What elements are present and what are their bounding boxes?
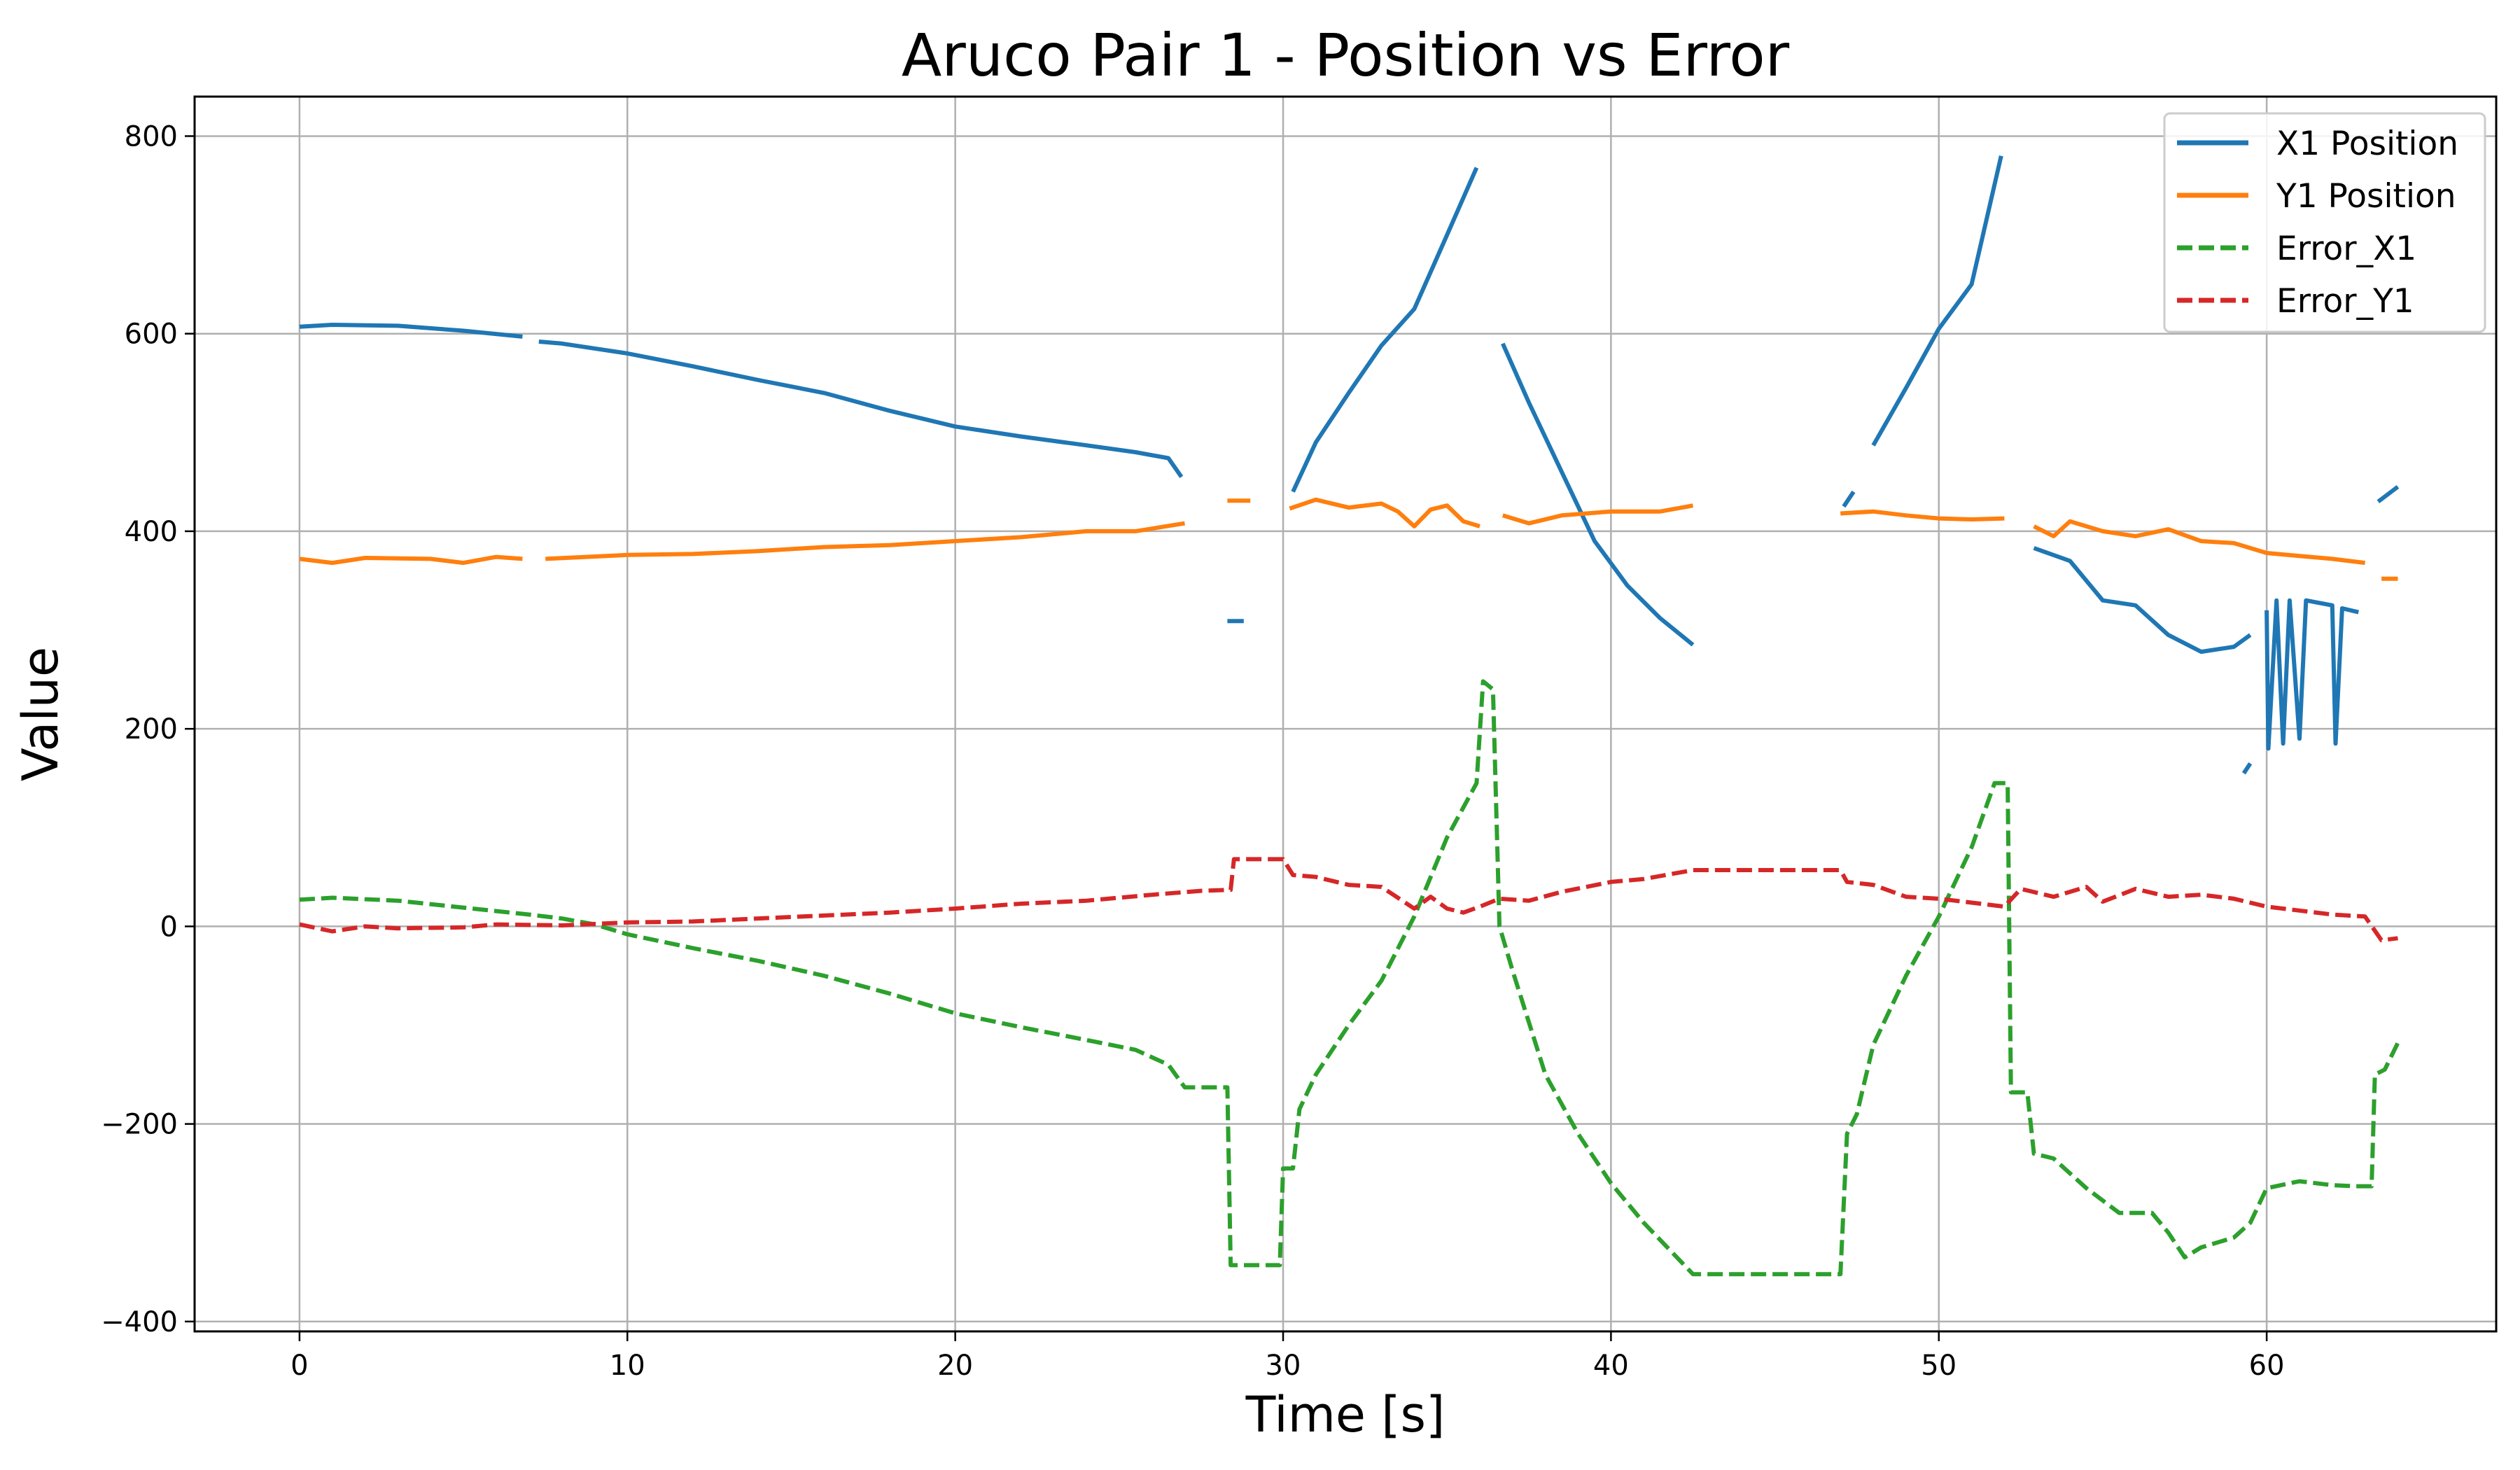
- series-line-segment: [299, 857, 2398, 943]
- series-line-segment: [2264, 598, 2359, 751]
- series-line-segment: [1501, 342, 1695, 647]
- y-tick-label: 600: [125, 318, 178, 351]
- series-error-x1: [299, 679, 2400, 1277]
- series-error-y1: [299, 857, 2398, 943]
- x-axis-ticks: 0 10 20 30 40 50 60: [290, 1331, 2285, 1382]
- x-tick-label: 0: [290, 1350, 308, 1382]
- series-line-segment: [1840, 509, 2005, 522]
- grid-lines: [195, 97, 2496, 1331]
- legend-label: Error_Y1: [2276, 282, 2414, 321]
- plot-series: [299, 155, 2400, 1277]
- y-axis-label: Value: [12, 647, 69, 781]
- y-tick-label: 800: [125, 120, 178, 153]
- legend: X1 Position Y1 Position Error_X1 Error_Y1: [2163, 112, 2486, 333]
- x-tick-label: 30: [1266, 1350, 1301, 1382]
- y-axis-ticks: −400 −200 0 200 400 600 800: [101, 120, 195, 1338]
- x-tick-label: 10: [610, 1350, 645, 1382]
- legend-label: Y1 Position: [2276, 177, 2456, 216]
- series-y1-position: [299, 497, 2398, 581]
- series-line-segment: [1291, 167, 1479, 493]
- series-line-segment: [1502, 503, 1694, 526]
- series-line-segment: [2033, 546, 2252, 654]
- y-tick-label: 200: [125, 713, 178, 746]
- chart-title: Aruco Pair 1 - Position vs Error: [902, 21, 1790, 90]
- legend-label: Error_X1: [2276, 230, 2416, 268]
- x-tick-label: 20: [937, 1350, 973, 1382]
- series-line-segment: [2376, 485, 2400, 503]
- y-tick-label: −200: [101, 1109, 178, 1141]
- x-tick-label: 50: [1921, 1350, 1956, 1382]
- series-line-segment: [2033, 519, 2365, 566]
- x-tick-label: 40: [1593, 1350, 1629, 1382]
- series-line-segment: [2241, 762, 2253, 775]
- y-tick-label: 0: [160, 911, 178, 943]
- series-x1-position: [299, 155, 2400, 775]
- legend-box: [2163, 112, 2486, 333]
- series-line-segment: [1842, 490, 1856, 508]
- x-tick-label: 60: [2249, 1350, 2285, 1382]
- series-line-segment: [1871, 155, 2003, 447]
- series-line-segment: [545, 521, 1185, 561]
- legend-label: X1 Position: [2276, 125, 2458, 163]
- series-line-segment: [299, 323, 523, 339]
- series-line-segment: [1289, 497, 1480, 528]
- series-line-segment: [299, 679, 2400, 1277]
- series-line-segment: [538, 340, 1184, 479]
- series-line-segment: [299, 554, 523, 566]
- y-tick-label: 400: [125, 516, 178, 548]
- y-tick-label: −400: [101, 1306, 178, 1338]
- x-axis-label: Time [s]: [1245, 1386, 1446, 1443]
- plot-frame: [193, 95, 2498, 1333]
